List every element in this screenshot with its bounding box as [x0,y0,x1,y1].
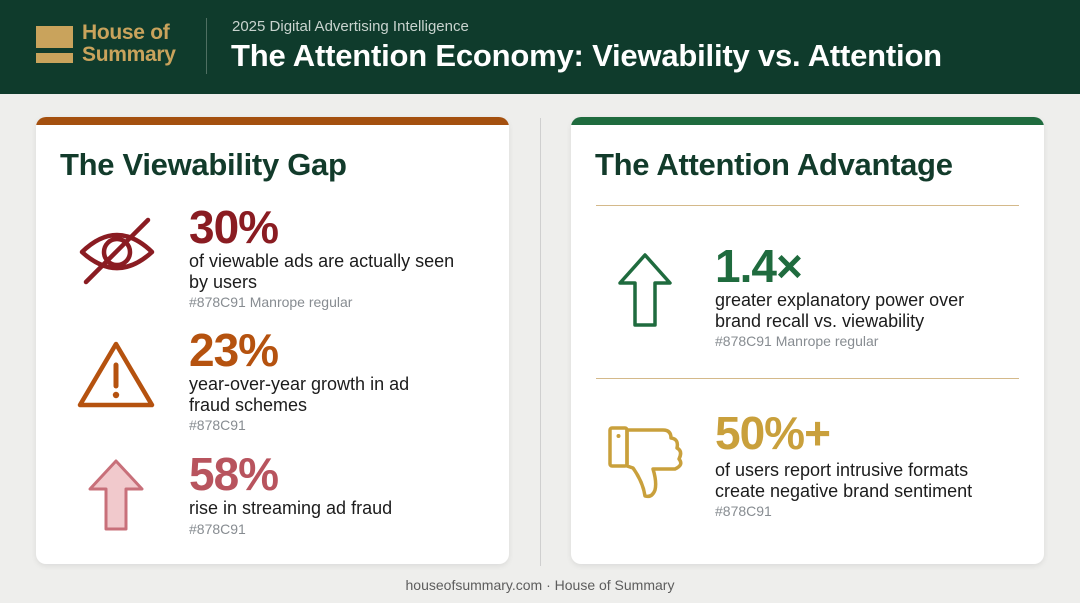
divider-line [596,378,1019,379]
logo-text: House of Summary [82,21,176,66]
stat-item: 50%+ of users report intrusive formats c… [571,410,1044,530]
stat-description: of users report intrusive formats create… [715,460,973,501]
stat-value: 1.4× [715,240,803,292]
stat-note: #878C91 Manrope regular [715,333,879,349]
stat-value: 23% [189,324,279,376]
card-accent-bar [571,117,1044,125]
divider-line [596,205,1019,206]
eye-slash-icon [78,214,156,291]
footer-credit: houseofsummary.com · House of Summary [405,577,675,593]
stat-description: greater explanatory power over brand rec… [715,290,965,331]
stat-note: #878C91 [189,417,246,433]
warning-triangle-icon [76,339,156,416]
stat-item: 58% rise in streaming ad fraud #878C91 [36,449,509,549]
card-accent-bar [36,117,509,125]
stat-note: #878C91 Manrope regular [189,294,353,310]
viewability-gap-card: The Viewability Gap 30% of viewable ads … [36,117,509,564]
stat-item: 1.4× greater explanatory power over bran… [571,241,1044,361]
stat-description: rise in streaming ad fraud [189,498,393,518]
stat-note: #878C91 [715,503,772,519]
logo-icon [36,26,73,63]
stat-value: 50%+ [715,407,831,459]
stat-value: 30% [189,201,279,253]
center-divider [540,118,541,566]
thumbs-down-icon [607,422,685,507]
header-divider [206,18,207,74]
header-bar: House of Summary 2025 Digital Advertisin… [0,0,1080,94]
stat-item: 30% of viewable ads are actually seen by… [36,202,509,317]
stat-description: of viewable ads are actually seen by use… [189,251,455,292]
attention-advantage-card: The Attention Advantage 1.4× greater exp… [571,117,1044,564]
card-title: The Attention Advantage [595,147,953,182]
stat-description: year-over-year growth in ad fraud scheme… [189,374,410,415]
arrow-up-icon [86,457,146,538]
card-title: The Viewability Gap [60,147,347,182]
page-title: The Attention Economy: Viewability vs. A… [231,38,942,73]
header-kicker: 2025 Digital Advertising Intelligence [232,18,469,35]
stat-item: 23% year-over-year growth in ad fraud sc… [36,325,509,440]
arrow-up-icon [615,251,675,334]
stat-value: 58% [189,448,279,500]
stat-note: #878C91 [189,521,246,537]
